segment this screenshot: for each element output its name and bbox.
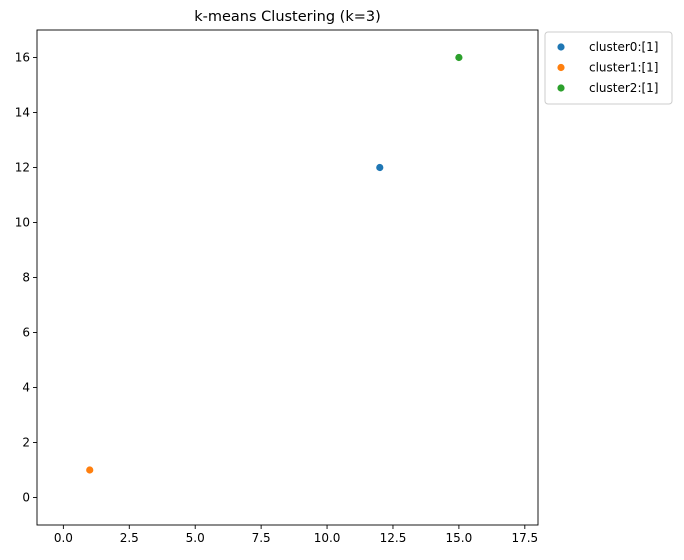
x-tick-label: 0.0 <box>54 531 73 545</box>
legend-label-cluster2: cluster2:[1] <box>589 81 659 95</box>
x-tick-label: 2.5 <box>120 531 139 545</box>
data-point-cluster1 <box>86 466 94 474</box>
legend-box <box>544 31 673 105</box>
y-tick-label: 12 <box>15 161 30 175</box>
y-tick-label: 2 <box>22 436 30 450</box>
plot-area <box>36 29 539 526</box>
data-point-cluster0 <box>376 163 384 172</box>
y-tick-label: 10 <box>15 216 30 230</box>
x-tick-label: 15.0 <box>446 531 473 545</box>
y-tick-label: 16 <box>15 51 30 65</box>
y-axis: 0 2 4 6 8 10 12 14 16 <box>15 51 37 505</box>
x-tick-label: 7.5 <box>252 531 271 545</box>
x-tick-label: 12.5 <box>380 531 407 545</box>
x-axis: 0.0 2.5 5.0 7.5 10.0 12.5 15.0 17.5 <box>54 525 538 545</box>
y-tick-label: 6 <box>22 326 30 340</box>
y-tick-label: 8 <box>22 271 30 285</box>
y-tick-label: 14 <box>15 106 30 120</box>
data-points <box>86 53 463 474</box>
x-tick-label: 10.0 <box>314 531 341 545</box>
plot-frame <box>36 29 539 526</box>
x-tick-label: 17.5 <box>511 531 538 545</box>
y-tick-label: 4 <box>22 381 30 395</box>
x-tick-label: 5.0 <box>186 531 205 545</box>
legend: cluster0:[1] cluster1:[1] cluster2:[1] <box>544 31 673 105</box>
legend-label-cluster1: cluster1:[1] <box>589 61 659 75</box>
legend-marker-cluster2 <box>557 84 565 92</box>
legend-marker-cluster1 <box>557 63 565 72</box>
y-tick-label: 0 <box>22 491 30 505</box>
legend-label-cluster0: cluster0:[1] <box>589 40 659 54</box>
chart-title: k-means Clustering (k=3) <box>194 9 381 25</box>
data-point-cluster2 <box>455 53 463 62</box>
legend-marker-cluster0 <box>557 43 565 51</box>
